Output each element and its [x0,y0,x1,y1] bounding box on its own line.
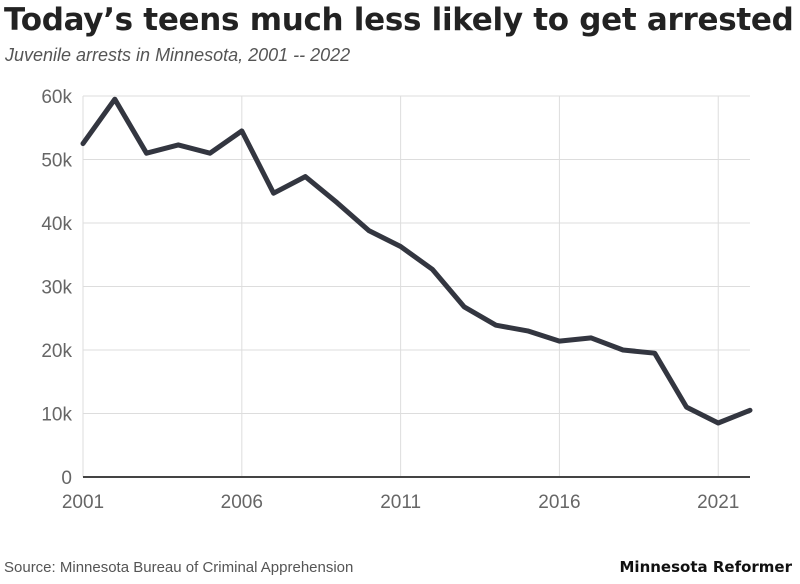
data-point [684,405,688,409]
y-tick-label: 20k [41,341,72,362]
x-tick-label: 2006 [221,492,263,513]
x-tick-label: 2021 [697,492,739,513]
data-point [716,421,720,425]
data-point [303,175,307,179]
y-tick-label: 0 [61,468,72,489]
y-tick-label: 10k [41,405,72,426]
y-axis-tick-labels: 0 10k 20k 30k 40k 50k 60k [41,87,72,489]
data-point [145,151,149,155]
x-axis-tick-labels: 2001 2006 2011 2016 2021 [62,492,740,513]
gridlines [82,95,750,477]
data-point [621,348,625,352]
chart-title: Today’s teens much less likely to get ar… [4,2,794,38]
y-tick-label: 60k [41,87,72,108]
data-point [748,408,752,412]
series-layer [80,96,753,426]
data-point [462,305,466,309]
data-point [335,201,339,205]
data-point [653,351,657,355]
data-point [176,143,180,147]
data-point [557,339,561,343]
data-point [589,336,593,340]
data-point [208,151,212,155]
data-point [367,229,371,233]
publisher-logo-text: Minnesota Reformer [619,558,793,576]
data-point [494,323,498,327]
source-note: Source: Minnesota Bureau of Criminal App… [4,559,354,576]
data-point [272,191,276,195]
x-tick-label: 2016 [538,492,580,513]
y-tick-label: 50k [41,151,72,172]
data-point [240,129,244,133]
data-point [399,244,403,248]
y-tick-label: 40k [41,214,72,235]
chart-subtitle: Juvenile arrests in Minnesota, 2001 -- 2… [5,45,351,65]
y-tick-label: 30k [41,278,72,299]
data-point [81,142,85,146]
data-point [113,97,117,101]
series-line [80,96,753,426]
data-point [430,267,434,271]
x-tick-label: 2001 [62,492,104,513]
data-point [526,329,530,333]
x-tick-label: 2011 [380,492,421,513]
